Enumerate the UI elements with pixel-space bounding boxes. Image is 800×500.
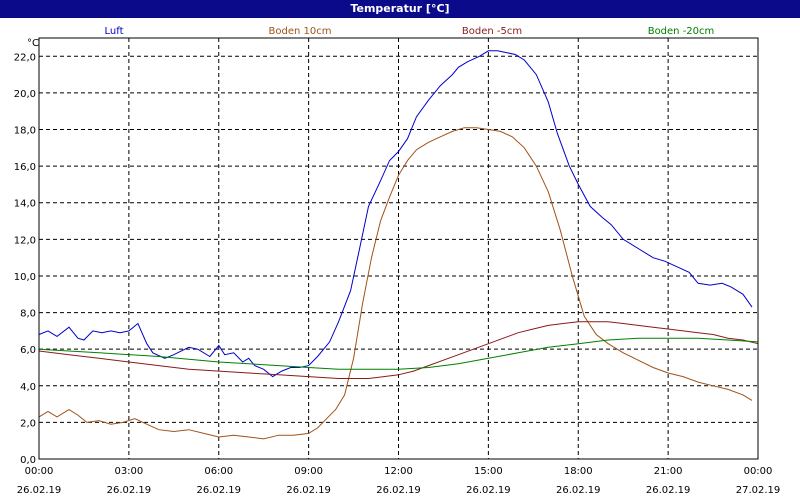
y-tick-label: 0,0 — [20, 455, 36, 466]
legend-item: Boden -20cm — [648, 26, 715, 37]
series-line-boden-5cm — [38, 321, 759, 379]
legend-item: Boden 10cm — [269, 26, 332, 37]
series-line-luft — [38, 50, 753, 378]
x-tick-time: 00:00 — [744, 466, 773, 477]
x-tick-date: 26.02.19 — [646, 485, 691, 496]
plot-frame — [38, 37, 759, 460]
y-tick-label: 6,0 — [20, 345, 36, 356]
x-tick-date: 26.02.19 — [196, 485, 241, 496]
y-tick-label: 4,0 — [20, 382, 36, 393]
y-tick-label: 20,0 — [14, 89, 36, 100]
x-tick-date: 26.02.19 — [556, 485, 601, 496]
y-tick-label: 10,0 — [14, 272, 36, 283]
x-tick-time: 00:00 — [25, 466, 54, 477]
temperature-chart: 0,0 2,0 4,0 6,0 8,0 10,0 12,0 14,0 16,0 18,0 20,0 2… — [14, 26, 781, 496]
x-tick-time: 06:00 — [204, 466, 233, 477]
y-tick-label: 8,0 — [20, 309, 36, 320]
x-tick-date: 26.02.19 — [17, 485, 62, 496]
x-tick-date: 26.02.19 — [466, 485, 511, 496]
x-tick-time: 09:00 — [294, 466, 323, 477]
y-tick-label: 16,0 — [14, 162, 36, 173]
x-tick-time: 12:00 — [384, 466, 413, 477]
series-line-boden-10cm — [38, 127, 753, 440]
x-tick-date: 26.02.19 — [286, 485, 331, 496]
x-tick-date: 26.02.19 — [107, 485, 152, 496]
legend-item: Luft — [105, 26, 124, 37]
y-tick-label: 12,0 — [14, 235, 36, 246]
x-tick-time: 21:00 — [654, 466, 683, 477]
legend-item: Boden -5cm — [462, 26, 522, 37]
series-line-boden-20cm — [38, 337, 759, 370]
chart-title: Temperatur [°C] — [0, 0, 800, 18]
x-tick-date: 27.02.19 — [736, 485, 781, 496]
y-tick-label: 22,0 — [14, 52, 36, 63]
y-tick-label: 14,0 — [14, 199, 36, 210]
x-tick-time: 18:00 — [564, 466, 593, 477]
y-tick-label: 2,0 — [20, 418, 36, 429]
y-tick-label: 18,0 — [14, 126, 36, 137]
x-tick-date: 26.02.19 — [376, 485, 421, 496]
y-axis-unit: °C — [27, 38, 39, 49]
x-tick-time: 03:00 — [114, 466, 143, 477]
x-tick-time: 15:00 — [474, 466, 503, 477]
